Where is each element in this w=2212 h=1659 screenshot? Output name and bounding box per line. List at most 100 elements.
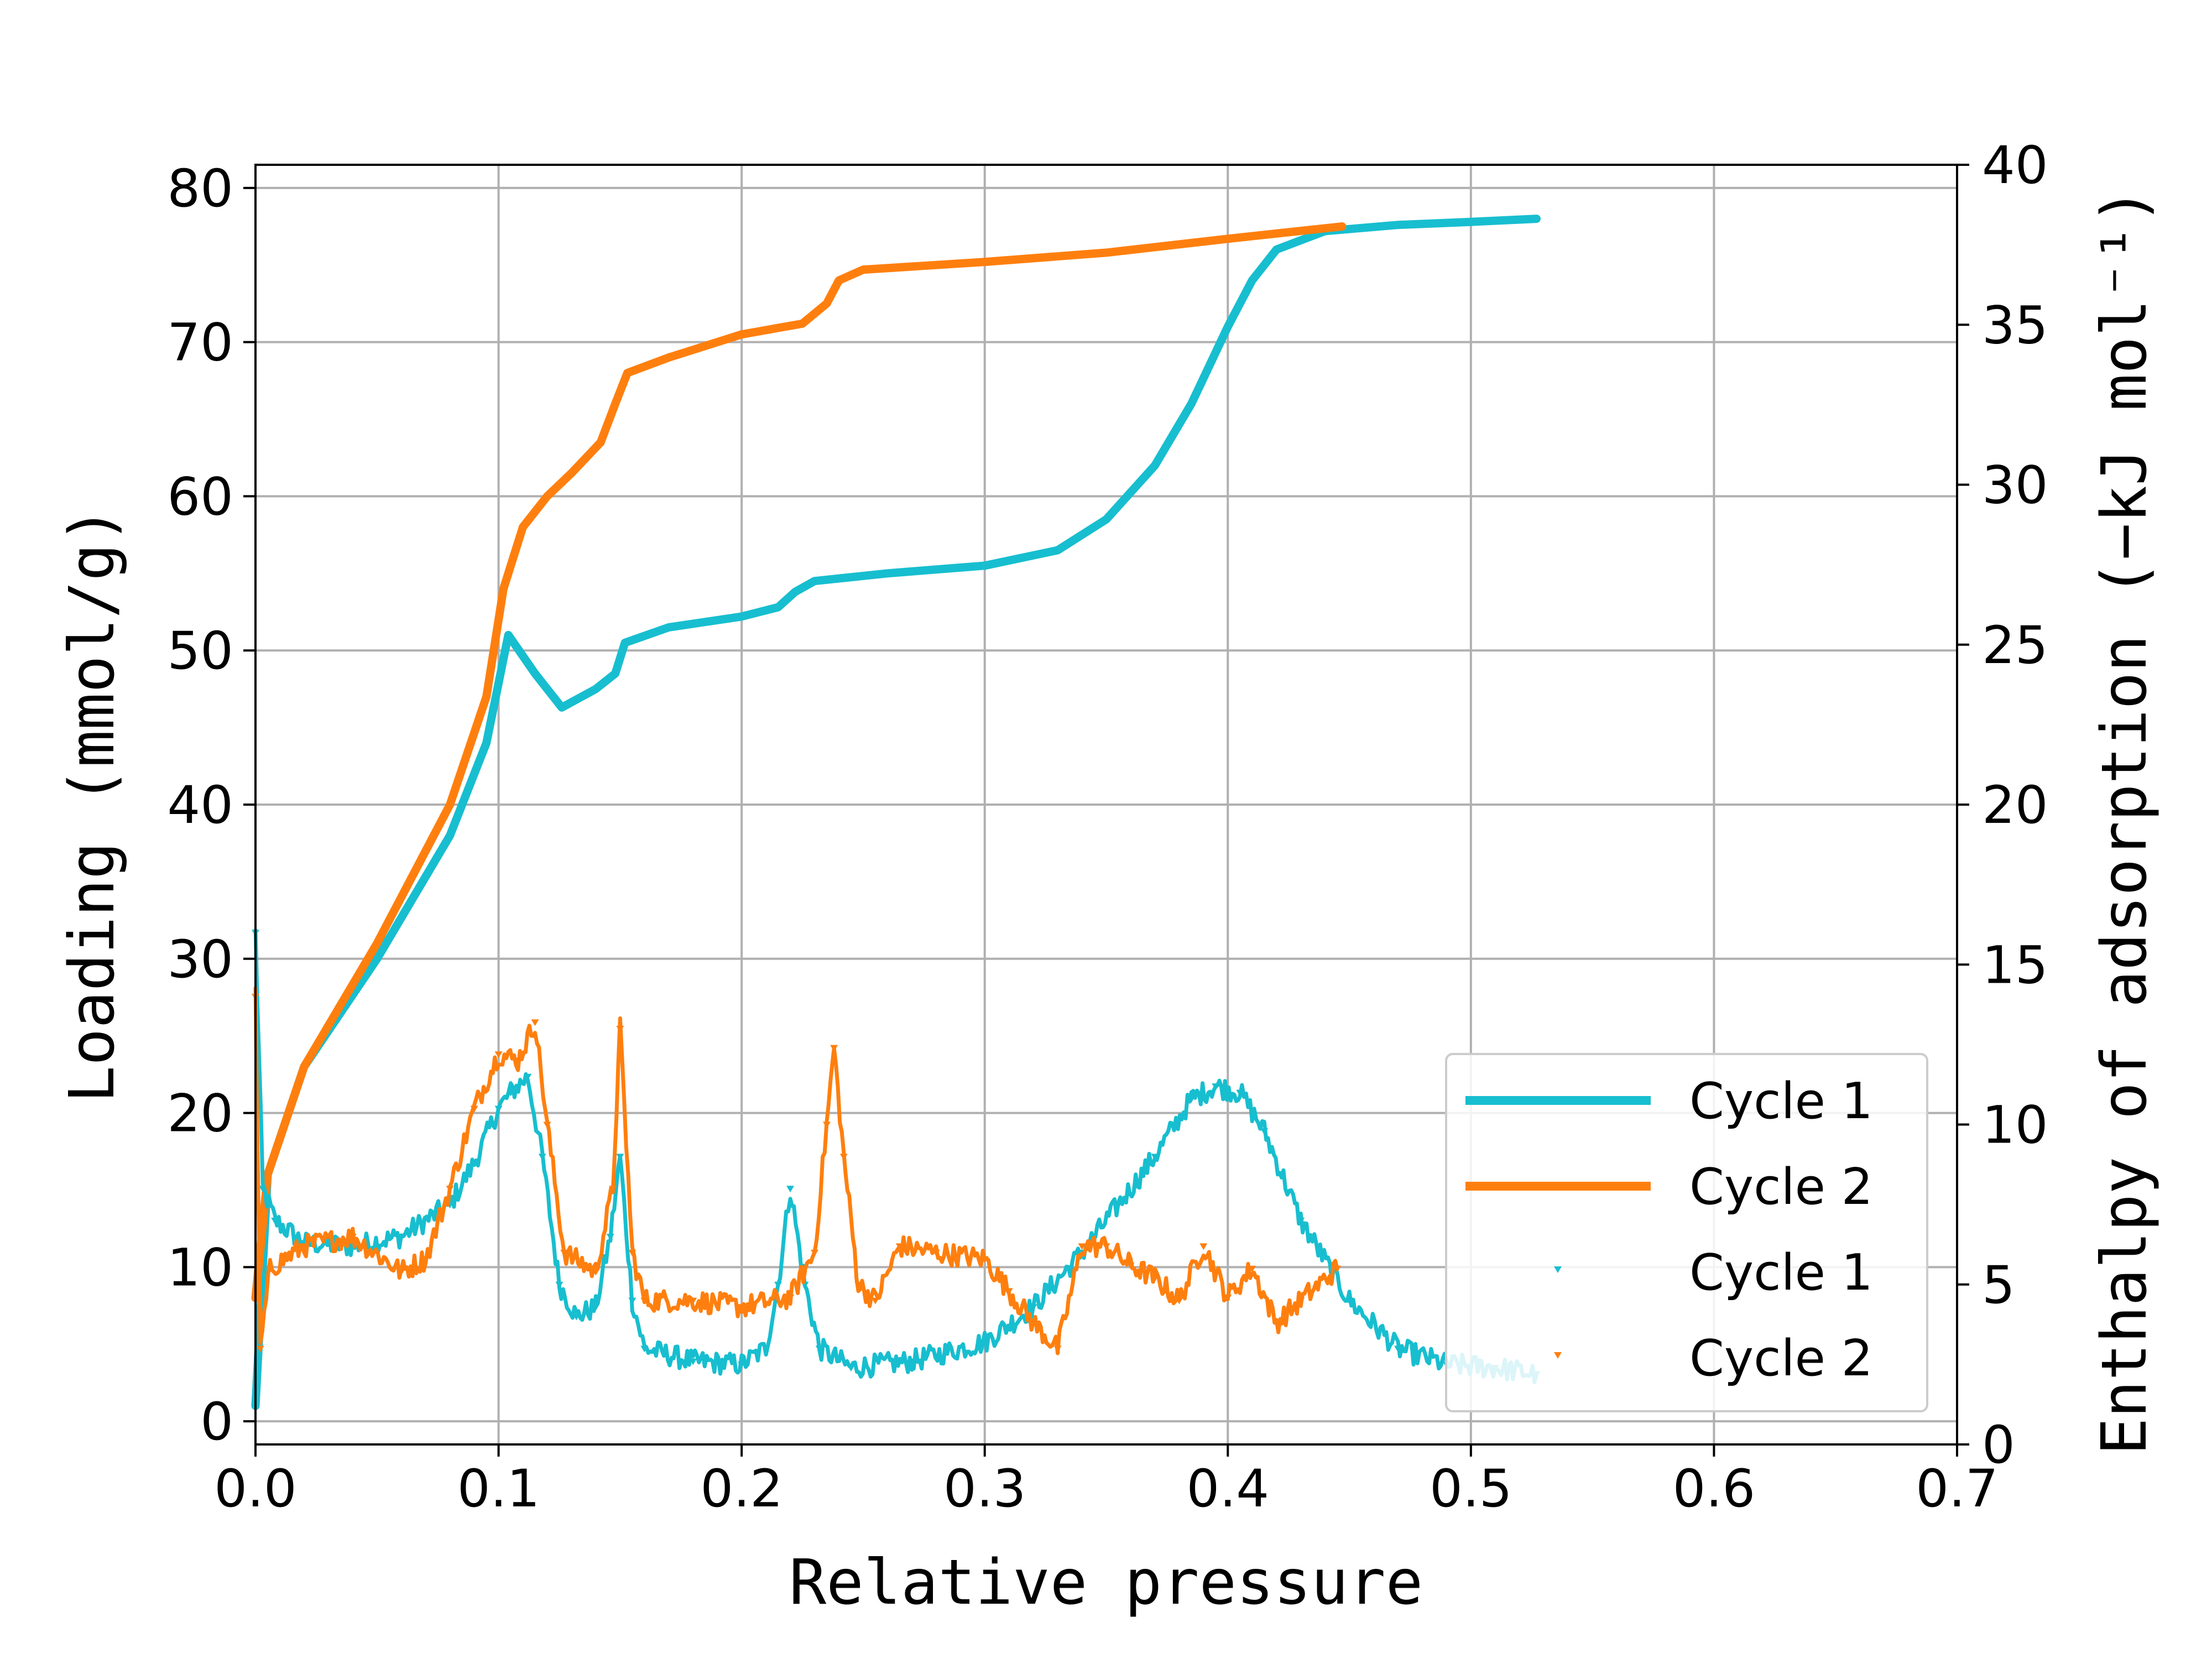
data-marker	[830, 1045, 838, 1052]
data-marker	[616, 1025, 624, 1032]
data-marker	[1394, 1345, 1402, 1353]
data-marker	[1187, 1096, 1196, 1103]
legend-label-cycle2-line: Cycle 2	[1689, 1158, 1873, 1216]
legend-label-cycle2-marker: Cycle 2	[1689, 1329, 1873, 1387]
data-marker	[560, 1249, 568, 1256]
x-tick-label: 0.0	[214, 1459, 297, 1519]
y2-tick-label: 20	[1982, 775, 2048, 836]
series-marker-trace	[253, 929, 1538, 1385]
legend: Cycle 1 Cycle 2 Cycle 1 Cycle 2	[1445, 1053, 1928, 1412]
data-marker	[271, 1218, 279, 1225]
series-cycle-2-line	[251, 222, 1347, 1302]
y2-axis-title: Enthalpy of adsorption (−kJ mol⁻¹)	[2089, 187, 2161, 1455]
legend-label-cycle1-marker: Cycle 1	[1689, 1244, 1873, 1302]
data-marker	[1078, 1243, 1086, 1250]
y2-tick-label: 15	[1982, 935, 2048, 995]
data-marker	[1151, 1154, 1159, 1161]
legend-label-cycle1-line: Cycle 1	[1689, 1072, 1873, 1130]
data-marker	[397, 1233, 405, 1240]
data-marker	[470, 1105, 478, 1113]
data-marker	[543, 1121, 551, 1129]
data-marker	[854, 1281, 863, 1288]
data-marker	[815, 1345, 823, 1353]
data-marker	[640, 1297, 649, 1305]
data-marker	[572, 1313, 581, 1321]
data-marker	[1272, 1320, 1281, 1327]
data-marker	[259, 1186, 267, 1193]
y2-tick-label: 5	[1982, 1255, 2015, 1316]
legend-swatch-cycle2-marker	[1554, 1352, 1562, 1359]
y2-tick-label: 0	[1982, 1415, 2015, 1475]
data-marker	[871, 1297, 879, 1305]
data-marker	[689, 1297, 697, 1305]
y-tick-label: 60	[167, 467, 233, 527]
data-marker	[446, 1186, 454, 1193]
data-marker	[524, 1073, 532, 1081]
data-marker	[628, 1297, 637, 1305]
data-marker	[980, 1256, 989, 1263]
y-tick-label: 40	[167, 775, 233, 836]
series-marker-trace	[253, 987, 1339, 1355]
data-marker	[907, 1358, 916, 1365]
x-tick-label: 0.2	[700, 1459, 783, 1519]
y-tick-label: 0	[200, 1392, 233, 1452]
data-marker	[300, 1243, 308, 1250]
x-axis-title: Relative pressure	[789, 1547, 1423, 1619]
series-cycle-2-markers	[252, 987, 1342, 1355]
data-marker	[640, 1345, 649, 1353]
data-marker	[847, 1365, 855, 1372]
data-marker	[1236, 1089, 1244, 1097]
data-marker	[470, 1160, 478, 1167]
data-marker	[507, 1089, 515, 1097]
data-marker	[1248, 1265, 1256, 1272]
data-marker	[397, 1269, 405, 1276]
ticks: 0.0 0.1 0.2 0.3 0.4 0.5 0.6 0.70102030405060708…	[167, 135, 2048, 1519]
data-marker	[895, 1243, 904, 1250]
data-marker	[1345, 1297, 1354, 1305]
data-marker	[839, 1154, 848, 1161]
data-marker	[609, 1186, 617, 1193]
data-marker	[1175, 1297, 1183, 1305]
series-line	[251, 222, 1347, 1302]
y-tick-label: 30	[167, 930, 233, 990]
y2-tick-label: 35	[1982, 295, 2048, 356]
y-tick-label: 10	[167, 1238, 233, 1298]
data-marker	[538, 1154, 546, 1161]
data-marker	[932, 1249, 940, 1256]
data-marker	[738, 1304, 746, 1311]
x-tick-label: 0.3	[943, 1459, 1026, 1519]
data-marker	[762, 1345, 770, 1353]
data-marker	[514, 1057, 522, 1065]
data-marker	[628, 1249, 637, 1256]
x-tick-label: 0.4	[1187, 1459, 1270, 1519]
data-marker	[1260, 1128, 1269, 1135]
data-marker	[980, 1339, 989, 1346]
data-marker	[494, 1051, 503, 1058]
data-marker	[1297, 1218, 1305, 1225]
data-marker	[1102, 1243, 1110, 1250]
data-marker	[606, 1233, 614, 1240]
data-marker	[592, 1269, 600, 1276]
data-marker	[786, 1294, 795, 1301]
data-marker	[786, 1186, 795, 1193]
data-marker	[555, 1281, 564, 1288]
legend-box	[1445, 1053, 1928, 1412]
data-marker	[1212, 1083, 1220, 1091]
data-marker	[256, 1345, 264, 1353]
y2-tick-label: 25	[1982, 615, 2048, 676]
data-marker	[1126, 1262, 1135, 1270]
data-marker	[1151, 1275, 1159, 1282]
data-marker	[616, 1154, 624, 1161]
data-marker	[1297, 1297, 1305, 1305]
data-marker	[774, 1281, 782, 1288]
y-axis-title: Loading (mmol/g)	[56, 507, 128, 1103]
series-line	[251, 215, 1541, 1410]
data-marker	[811, 1249, 819, 1256]
y2-tick-label: 10	[1982, 1095, 2048, 1156]
y-tick-label: 70	[167, 313, 233, 373]
x-tick-label: 0.7	[1916, 1459, 1999, 1519]
x-tick-label: 0.1	[457, 1459, 540, 1519]
y2-tick-label: 30	[1982, 456, 2048, 516]
data-marker	[738, 1361, 746, 1369]
